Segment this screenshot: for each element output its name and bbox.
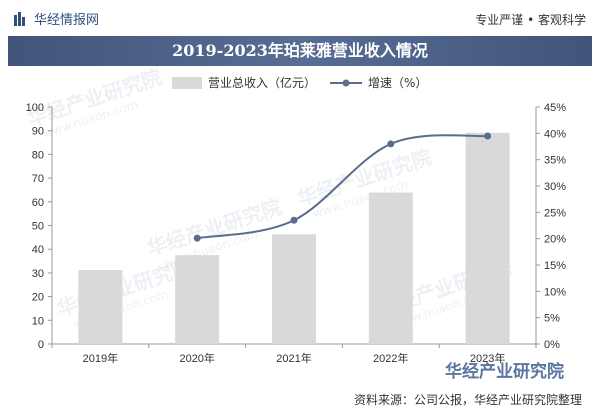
y-left-tick-label: 50 <box>32 221 44 233</box>
y-left-tick-label: 60 <box>32 197 44 209</box>
y-right-tick-label: 35% <box>544 155 566 167</box>
footer-logo: 华经产业研究院 <box>445 362 564 382</box>
bar <box>175 255 220 344</box>
bar <box>78 270 123 344</box>
revenue-chart: 华经产业研究院www.huaon.com华经产业研究院www.huaon.com… <box>24 66 566 365</box>
data-source: 资料来源：公司公报，华经产业研究院整理 <box>353 393 582 407</box>
y-left-tick-label: 100 <box>26 102 44 114</box>
y-right-tick-label: 0% <box>544 339 560 351</box>
brand-name: 华经情报网 <box>34 13 100 28</box>
legend-bar-swatch <box>172 77 202 89</box>
y-left-tick-label: 70 <box>32 173 44 185</box>
y-left-tick-label: 10 <box>32 315 44 327</box>
y-right-tick-label: 15% <box>544 260 566 272</box>
y-right-tick-label: 40% <box>544 128 566 140</box>
legend-line-label: 增速（%） <box>368 76 427 90</box>
y-right-tick-label: 25% <box>544 207 566 219</box>
brand: 华经情报网 <box>14 9 99 30</box>
y-left-tick-label: 20 <box>32 292 44 304</box>
x-tick-label: 2019年 <box>83 351 118 365</box>
x-tick-label: 2020年 <box>179 351 214 365</box>
y-right-tick-label: 20% <box>544 234 566 246</box>
y-left-tick-label: 80 <box>32 149 44 161</box>
chart-title: 2019-2023年珀莱雅营业收入情况 <box>8 36 592 66</box>
legend-bar-label: 营业总收入（亿元） <box>208 75 316 90</box>
y-right-tick-label: 30% <box>544 181 566 193</box>
bar <box>272 234 316 344</box>
x-tick-label: 2022年 <box>373 351 408 365</box>
y-left-tick-label: 30 <box>32 268 44 280</box>
growth-point <box>193 234 201 242</box>
brand-logo-icon <box>14 11 28 30</box>
x-tick-label: 2021年 <box>276 351 311 365</box>
growth-point <box>484 132 492 140</box>
x-tick-label: 2023年 <box>470 351 505 365</box>
y-left-tick-label: 90 <box>32 126 44 138</box>
y-right-tick-label: 10% <box>544 286 566 298</box>
legend-line-marker <box>342 79 350 87</box>
bar <box>465 132 510 344</box>
y-right-tick-label: 5% <box>544 313 560 325</box>
bar <box>368 192 413 344</box>
tagline: 专业严谨 • 客观科学 <box>475 13 586 27</box>
y-left-tick-label: 0 <box>38 339 44 351</box>
growth-line <box>197 134 488 240</box>
y-right-tick-label: 45% <box>544 102 566 114</box>
top-bar: 华经情报网 专业严谨 • 客观科学 <box>0 0 600 36</box>
growth-point <box>387 140 395 148</box>
growth-point <box>290 216 298 224</box>
y-left-tick-label: 40 <box>32 244 44 256</box>
